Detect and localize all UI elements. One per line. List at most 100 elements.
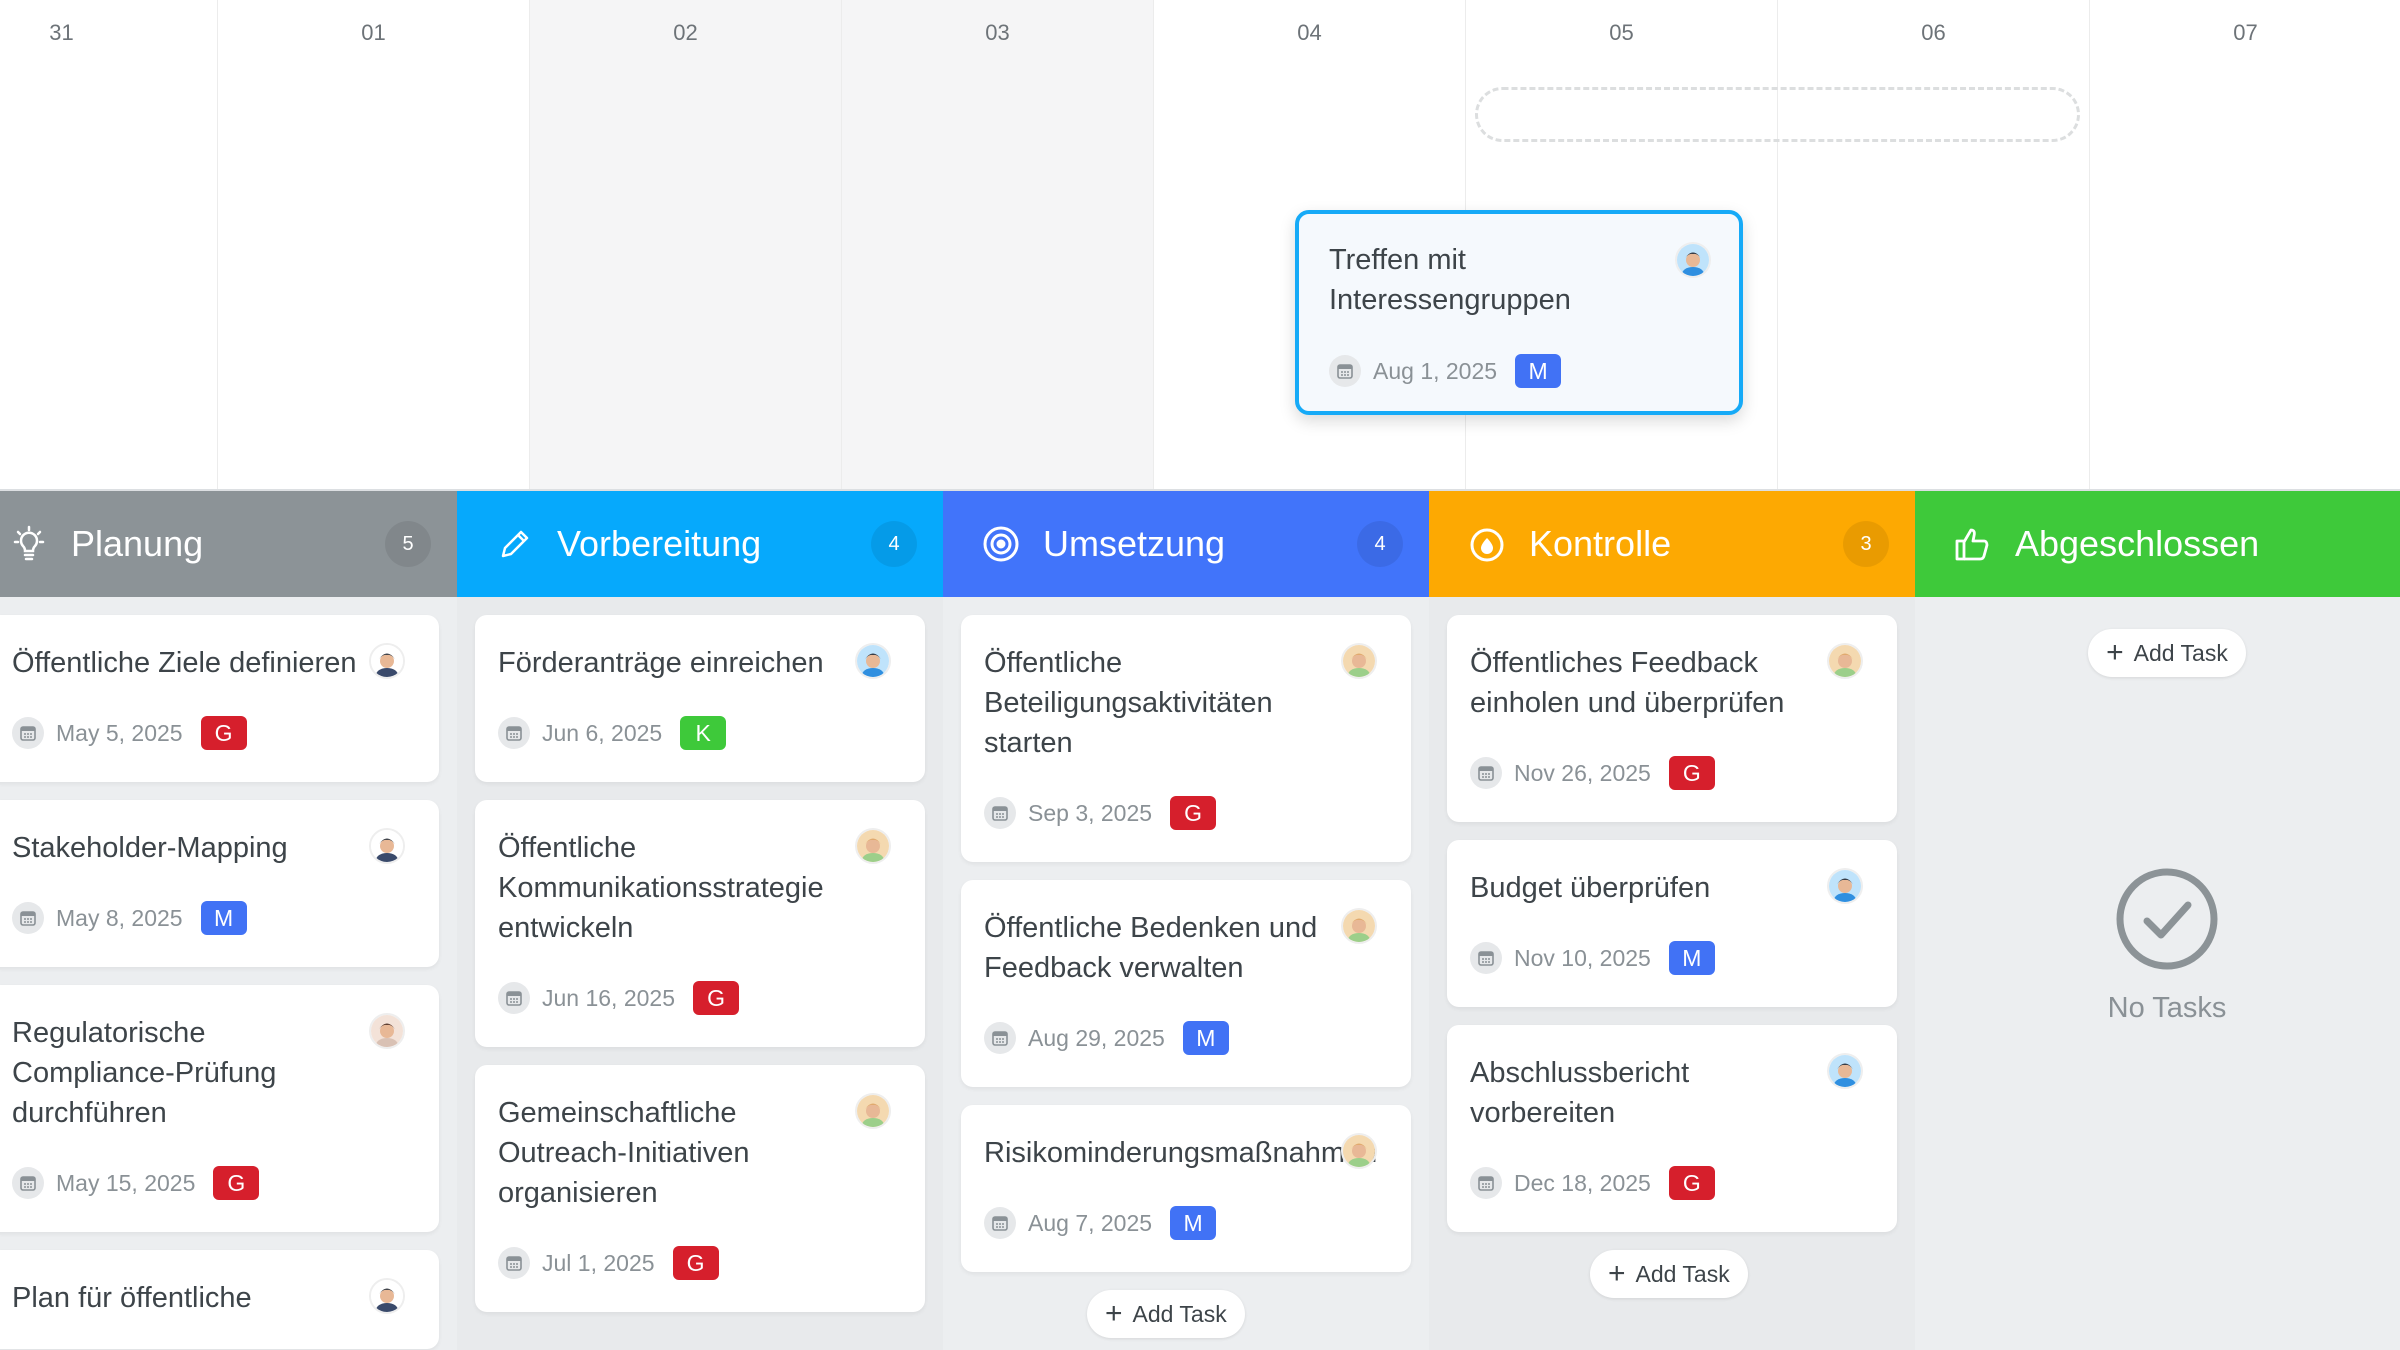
calendar-icon xyxy=(12,1167,44,1199)
timeline-day-column: 03 xyxy=(841,0,1153,489)
column-header[interactable]: Abgeschlossen xyxy=(1915,491,2400,597)
avatar xyxy=(1675,242,1711,278)
assignee-badge: G xyxy=(693,981,740,1015)
task-title: Budget überprüfen xyxy=(1470,872,1711,904)
task-title: Öffentliche Kommunikationsstrategie entw… xyxy=(498,832,824,944)
column-title: Vorbereitung xyxy=(557,523,762,564)
due-date: Jun 16, 2025 xyxy=(542,984,676,1011)
task-card[interactable]: Stakeholder-Mapping May 8, 2025 M xyxy=(0,800,439,967)
task-card[interactable]: Öffentliche Ziele definieren May 5, 2025 G xyxy=(0,615,439,782)
task-card[interactable]: Förderanträge einreichen Jun 6, 2025 K xyxy=(475,615,925,782)
task-card[interactable]: Risikominderungsmaßnahmen Aug 7, 2025 M xyxy=(961,1105,1411,1272)
timeline-day-column: 31 xyxy=(0,0,217,489)
check-circle-icon xyxy=(2116,868,2218,970)
avatar xyxy=(369,1013,405,1049)
due-date: Aug 29, 2025 xyxy=(1028,1024,1165,1051)
lightbulb-icon xyxy=(9,524,49,564)
assignee-badge: K xyxy=(680,716,727,750)
drop-placeholder xyxy=(1475,87,2080,142)
add-task-button[interactable]: + Add Task xyxy=(2088,629,2246,677)
due-date: Aug 7, 2025 xyxy=(1028,1209,1153,1236)
calendar-icon xyxy=(1470,757,1502,789)
day-label: 07 xyxy=(2233,20,2258,45)
avatar xyxy=(369,643,405,679)
task-title: Öffentliche Bedenken und Feedback verwal… xyxy=(984,912,1318,984)
kanban-board: Planung 5 Öffentliche Ziele definieren May … xyxy=(0,491,2400,1350)
avatar xyxy=(855,1093,891,1129)
empty-text: No Tasks xyxy=(2107,992,2227,1024)
task-card[interactable]: Öffentliche Bedenken und Feedback verwal… xyxy=(961,880,1411,1087)
calendar-icon xyxy=(984,797,1016,829)
calendar-icon xyxy=(498,982,530,1014)
task-card[interactable]: Plan für öffentliche xyxy=(0,1250,439,1349)
avatar xyxy=(1341,1133,1377,1169)
task-count-badge: 3 xyxy=(1843,521,1889,567)
avatar xyxy=(1341,643,1377,679)
assignee-badge: M xyxy=(1182,1021,1229,1055)
task-card[interactable]: Öffentliches Feedback einholen und überp… xyxy=(1447,615,1897,822)
column-title: Umsetzung xyxy=(1043,523,1226,564)
due-date: Nov 26, 2025 xyxy=(1514,759,1651,786)
task-card[interactable]: Öffentliche Beteiligungsaktivitäten star… xyxy=(961,615,1411,862)
timeline-day-column: 04 xyxy=(1153,0,1465,489)
assignee-badge: M xyxy=(1170,1206,1217,1240)
task-title: Öffentliches Feedback einholen und überp… xyxy=(1470,647,1785,719)
assignee-badge: M xyxy=(1668,941,1715,975)
due-date: Jul 1, 2025 xyxy=(542,1249,655,1276)
due-date: Sep 3, 2025 xyxy=(1028,799,1153,826)
timeline-day-column: 02 xyxy=(529,0,841,489)
add-task-label: Add Task xyxy=(1132,1300,1227,1327)
add-task-button[interactable]: + Add Task xyxy=(1087,1290,1245,1338)
timeline-day-column: 01 xyxy=(217,0,529,489)
column-header[interactable]: Planung 5 xyxy=(0,491,457,597)
day-label: 06 xyxy=(1921,20,1946,45)
timeline: 31 01 02 03 04 05 06 07 Treffen mit Interesseng… xyxy=(0,0,2400,491)
add-task-label: Add Task xyxy=(2133,639,2228,666)
calendar-icon xyxy=(1470,1167,1502,1199)
assignee-badge: G xyxy=(213,1166,260,1200)
plus-icon: + xyxy=(2106,636,2124,669)
column-planung: Planung 5 Öffentliche Ziele definieren May … xyxy=(0,491,457,1350)
day-label: 02 xyxy=(673,20,698,45)
column-header[interactable]: Umsetzung 4 xyxy=(943,491,1429,597)
task-title: Abschlussbericht vorbereiten xyxy=(1470,1057,1690,1129)
column-kontrolle: Kontrolle 3 Öffentliches Feedback einholen… xyxy=(1429,491,1915,1350)
column-title: Planung xyxy=(71,523,204,564)
calendar-icon xyxy=(498,1247,530,1279)
task-card[interactable]: Gemeinschaftliche Outreach-Initiativen o… xyxy=(475,1065,925,1312)
target-icon xyxy=(981,524,1021,564)
assignee-badge: G xyxy=(200,716,247,750)
task-title: Gemeinschaftliche Outreach-Initiativen o… xyxy=(498,1097,750,1209)
dragging-task-card[interactable]: Treffen mit Interessengruppen Aug 1, 202… xyxy=(1295,210,1743,415)
column-umsetzung: Umsetzung 4 Öffentliche Beteiligungsaktivi… xyxy=(943,491,1429,1350)
calendar-icon xyxy=(12,717,44,749)
avatar xyxy=(855,828,891,864)
task-title: Öffentliche Ziele definieren xyxy=(12,647,357,679)
day-label: 01 xyxy=(361,20,386,45)
avatar xyxy=(855,643,891,679)
task-title: Treffen mit Interessengruppen xyxy=(1329,244,1571,316)
column-header[interactable]: Vorbereitung 4 xyxy=(457,491,943,597)
avatar xyxy=(369,828,405,864)
task-card[interactable]: Abschlussbericht vorbereiten Dec 18, 2025… xyxy=(1447,1025,1897,1232)
pencil-icon xyxy=(495,524,535,564)
assignee-badge: G xyxy=(1668,756,1715,790)
plus-icon: + xyxy=(1105,1297,1123,1330)
task-title: Risikominderungsmaßnahmen xyxy=(984,1137,1378,1169)
calendar-icon xyxy=(984,1207,1016,1239)
column-header[interactable]: Kontrolle 3 xyxy=(1429,491,1915,597)
day-label: 05 xyxy=(1609,20,1634,45)
due-date: May 8, 2025 xyxy=(56,904,183,931)
task-card[interactable]: Öffentliche Kommunikationsstrategie entw… xyxy=(475,800,925,1047)
task-title: Öffentliche Beteiligungsaktivitäten star… xyxy=(984,647,1273,759)
add-task-button[interactable]: + Add Task xyxy=(1590,1250,1748,1298)
day-label: 04 xyxy=(1297,20,1322,45)
due-date: Dec 18, 2025 xyxy=(1514,1169,1651,1196)
task-card[interactable]: Regulatorische Compliance-Prüfung durchf… xyxy=(0,985,439,1232)
add-task-label: Add Task xyxy=(1635,1260,1730,1287)
column-abgeschlossen: Abgeschlossen + Add Task No Tasks xyxy=(1915,491,2400,1350)
task-card[interactable]: Budget überprüfen Nov 10, 2025 M xyxy=(1447,840,1897,1007)
task-count-badge: 5 xyxy=(385,521,431,567)
calendar-icon xyxy=(498,717,530,749)
column-title: Abgeschlossen xyxy=(2015,523,2260,564)
